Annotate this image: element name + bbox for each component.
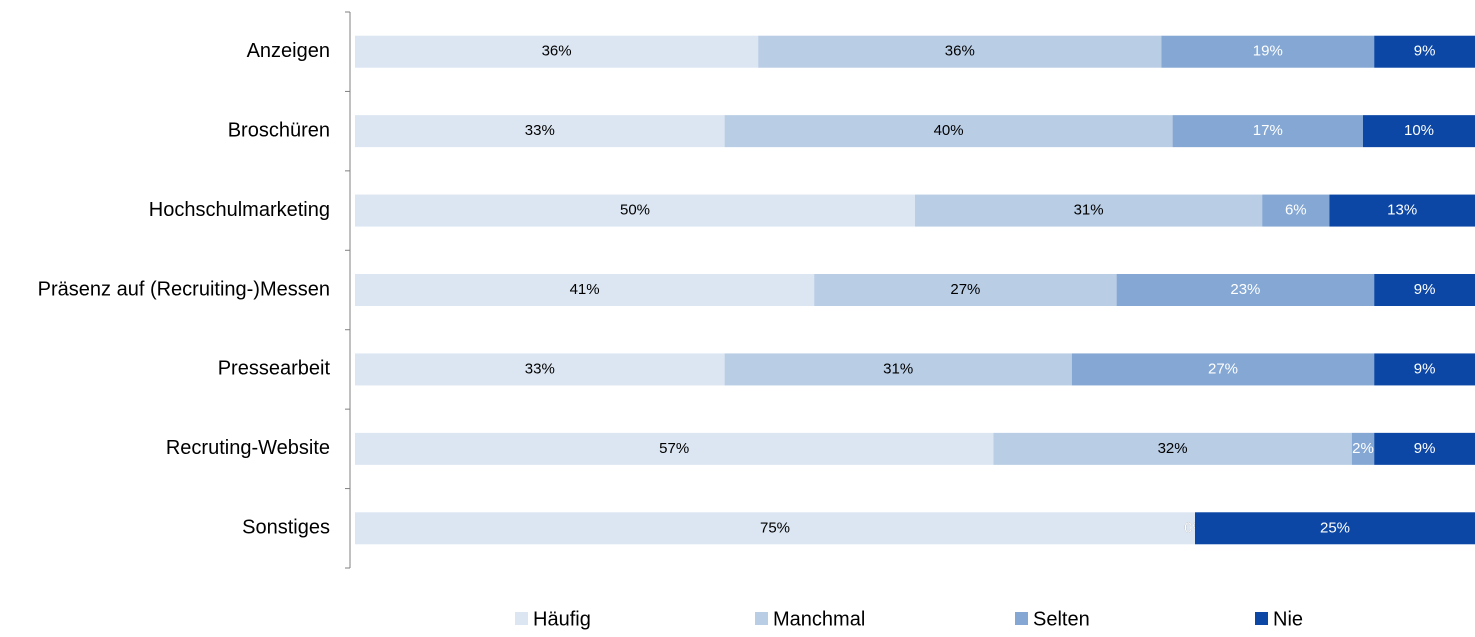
legend-label: Nie <box>1273 608 1303 630</box>
category-label: Hochschulmarketing <box>149 199 330 221</box>
value-label: 27% <box>1208 360 1238 377</box>
value-label: 13% <box>1387 202 1417 219</box>
bar-segment <box>1116 274 1375 306</box>
bar-segment <box>355 194 915 227</box>
bar-segment <box>355 35 759 68</box>
bar-segment <box>1351 432 1375 465</box>
bar-segment <box>1374 353 1475 386</box>
value-label: 23% <box>1230 281 1260 298</box>
bar-segment <box>355 353 725 386</box>
bar-segment <box>1262 194 1330 227</box>
value-label: 33% <box>525 122 555 139</box>
bar-segment <box>355 512 1195 545</box>
bar-segment <box>915 194 1263 227</box>
category-label: Broschüren <box>228 119 330 141</box>
bar-segment <box>355 432 994 465</box>
value-label: 57% <box>659 440 689 457</box>
value-label: 17% <box>1253 122 1283 139</box>
bar-segment <box>814 274 1117 306</box>
value-label: 9% <box>1414 281 1436 298</box>
value-label: 33% <box>525 360 555 377</box>
category-label: Sonstiges <box>242 517 330 539</box>
category-label: Anzeigen <box>247 40 330 62</box>
value-label: 9% <box>1414 360 1436 377</box>
bar-segment <box>1363 115 1475 148</box>
bar-segment <box>1195 512 1475 545</box>
category-label: Recruting-Website <box>166 437 330 459</box>
bar-segment <box>1374 35 1475 68</box>
value-label: 25% <box>1320 519 1350 536</box>
legend-label: Selten <box>1033 608 1090 630</box>
value-label: 32% <box>1158 440 1188 457</box>
legend-swatch <box>1255 612 1268 625</box>
value-label: 6% <box>1285 202 1307 219</box>
value-label: 75% <box>760 519 790 536</box>
value-label: 2% <box>1352 440 1374 457</box>
value-label: 9% <box>1414 43 1436 60</box>
bar-segment <box>355 115 725 148</box>
bar-segment <box>1374 432 1475 465</box>
value-label: 31% <box>1074 202 1104 219</box>
value-label: 10% <box>1404 122 1434 139</box>
value-label: 31% <box>883 360 913 377</box>
bar-segment <box>355 274 815 306</box>
value-label: 50% <box>620 202 650 219</box>
value-label: 36% <box>542 43 572 60</box>
legend-label: Manchmal <box>773 608 865 630</box>
value-label: 19% <box>1253 43 1283 60</box>
bar-segment <box>1172 115 1363 148</box>
value-label: 27% <box>950 281 980 298</box>
value-label: 41% <box>570 281 600 298</box>
category-label: Pressearbeit <box>218 358 331 380</box>
value-label: 9% <box>1414 440 1436 457</box>
bar-segment <box>724 353 1072 386</box>
value-label: 40% <box>934 122 964 139</box>
bar-segment <box>1374 274 1475 306</box>
category-label: Präsenz auf (Recruiting-)Messen <box>38 278 330 300</box>
bar-segment <box>1071 353 1375 386</box>
value-label: 36% <box>945 43 975 60</box>
legend-swatch <box>755 612 768 625</box>
legend-label: Häufig <box>533 608 591 630</box>
bar-segment <box>993 432 1352 465</box>
bar-segment <box>724 115 1173 148</box>
legend-swatch <box>1015 612 1028 625</box>
bar-segment <box>1161 35 1375 68</box>
legend-swatch <box>515 612 528 625</box>
bar-segment <box>758 35 1162 68</box>
bar-segment <box>1329 194 1475 227</box>
